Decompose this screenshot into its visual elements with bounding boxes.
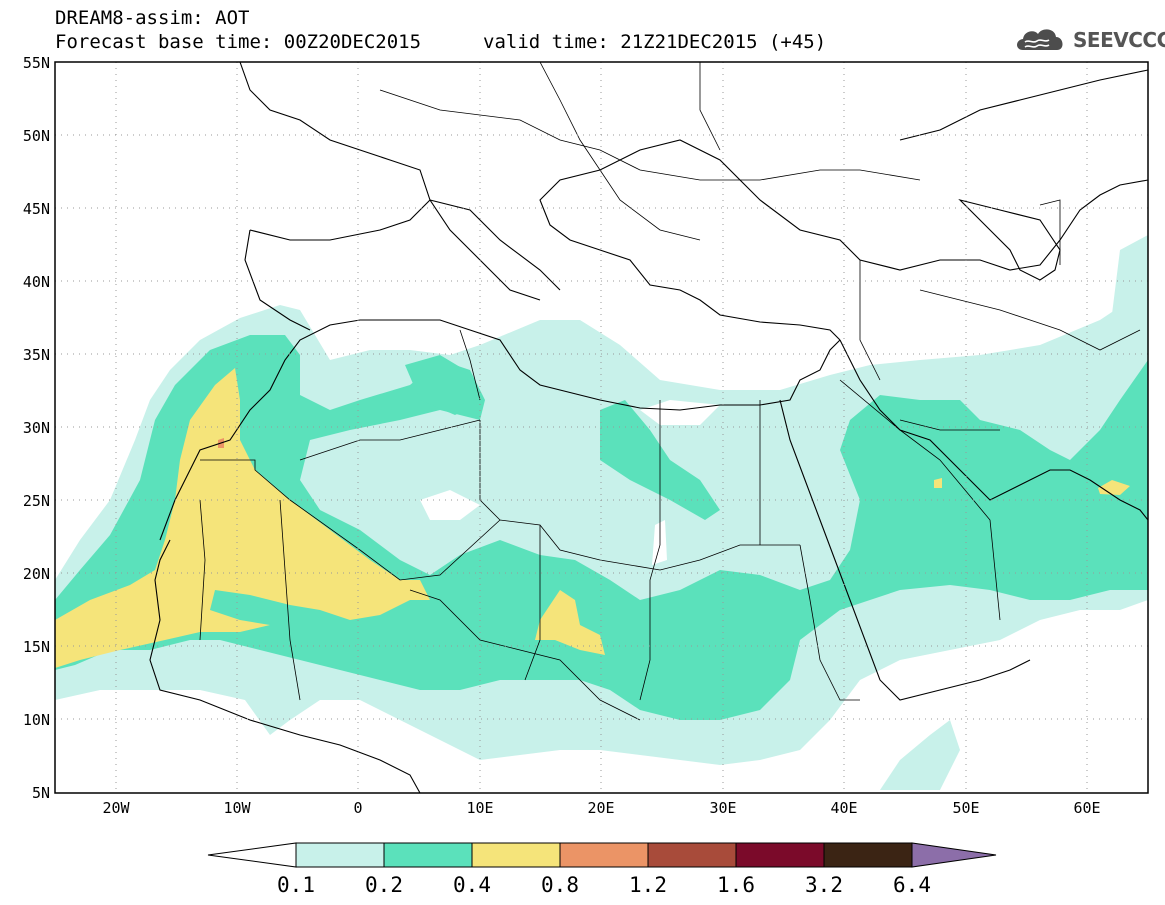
lon-label: 10E bbox=[466, 799, 493, 817]
lat-label: 5N bbox=[32, 784, 50, 802]
lon-label: 20E bbox=[587, 799, 614, 817]
lat-label: 40N bbox=[23, 273, 50, 291]
lat-label: 10N bbox=[23, 711, 50, 729]
lat-label: 55N bbox=[23, 54, 50, 72]
colorbar-label: 0.2 bbox=[365, 873, 403, 897]
aot-field-0.4-chad bbox=[535, 590, 605, 655]
longitude-labels: 20W 10W 0 10E 20E 30E 40E 50E 60E bbox=[102, 799, 1100, 817]
lat-label: 50N bbox=[23, 127, 50, 145]
map-frame bbox=[54, 61, 1149, 794]
lat-label: 25N bbox=[23, 492, 50, 510]
colorbar-label: 6.4 bbox=[893, 873, 931, 897]
aot-field-0.2-algeria bbox=[405, 355, 475, 415]
aot-gap-sudan bbox=[652, 520, 667, 565]
lat-label: 20N bbox=[23, 565, 50, 583]
aot-field-0.2 bbox=[55, 335, 1148, 720]
lat-lon-grid bbox=[55, 62, 1148, 793]
aot-field-0.4-saudi bbox=[934, 478, 942, 488]
latitude-labels: 55N 50N 45N 40N 35N 30N 25N 20N 15N 10N … bbox=[23, 54, 50, 802]
colorbar-swatch bbox=[647, 842, 737, 868]
lat-label: 45N bbox=[23, 200, 50, 218]
lon-label: 50E bbox=[952, 799, 979, 817]
colorbar-swatch bbox=[823, 842, 913, 868]
colorbar-label: 3.2 bbox=[805, 873, 843, 897]
map-title: DREAM8-assim: AOT bbox=[55, 7, 250, 29]
lat-label: 15N bbox=[23, 638, 50, 656]
colorbar-label: 0.8 bbox=[541, 873, 579, 897]
lon-label: 40E bbox=[830, 799, 857, 817]
colorbar-swatch bbox=[383, 842, 473, 868]
colorbar-label: 1.6 bbox=[717, 873, 755, 897]
lon-label: 0 bbox=[353, 799, 362, 817]
lat-label: 35N bbox=[23, 346, 50, 364]
country-borders bbox=[199, 62, 1141, 721]
aot-field-0.1-east bbox=[1110, 235, 1148, 330]
colorbar-swatch bbox=[735, 842, 825, 868]
aot-contours bbox=[55, 235, 1148, 790]
aot-field-0.1-south bbox=[880, 720, 960, 790]
logo-text: SEEVCCC bbox=[1073, 28, 1165, 52]
cloud-icon bbox=[1017, 29, 1063, 50]
colorbar-swatch bbox=[471, 842, 561, 868]
lon-label: 60E bbox=[1073, 799, 1100, 817]
forecast-base-time: Forecast base time: 00Z20DEC2015 bbox=[55, 31, 422, 53]
aot-field-0.4 bbox=[55, 368, 430, 668]
lon-label: 10W bbox=[223, 799, 251, 817]
lon-label: 20W bbox=[102, 799, 130, 817]
lat-label: 30N bbox=[23, 419, 50, 437]
colorbar-over bbox=[911, 842, 997, 868]
colorbar-label: 1.2 bbox=[629, 873, 667, 897]
aot-map: 55N 50N 45N 40N 35N 30N 25N 20N 15N 10N … bbox=[23, 54, 1149, 817]
colorbar-under bbox=[207, 842, 297, 868]
aot-gap-sahara bbox=[420, 490, 480, 520]
lon-label: 30E bbox=[709, 799, 736, 817]
colorbar-label: 0.1 bbox=[277, 873, 315, 897]
colorbar: 0.1 0.2 0.4 0.8 1.2 1.6 3.2 6.4 bbox=[207, 842, 997, 897]
colorbar-swatch bbox=[559, 842, 649, 868]
coastlines bbox=[149, 62, 1148, 793]
colorbar-swatch bbox=[295, 842, 385, 868]
colorbar-label: 0.4 bbox=[453, 873, 491, 897]
valid-time: valid time: 21Z21DEC2015 (+45) bbox=[483, 31, 827, 53]
